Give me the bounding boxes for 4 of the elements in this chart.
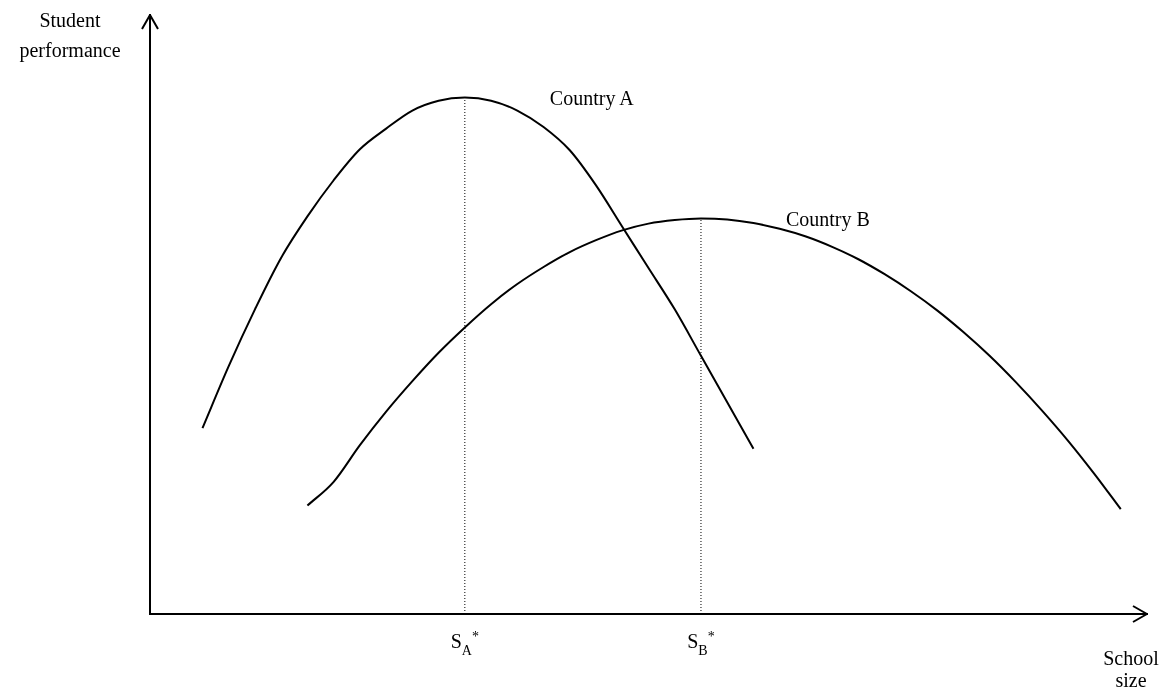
series-label: Country B: [785, 207, 870, 231]
y-axis-title: Student performance: [19, 9, 121, 63]
x-axis-title: School size: [1103, 647, 1160, 692]
series-label: Country A: [549, 86, 635, 110]
